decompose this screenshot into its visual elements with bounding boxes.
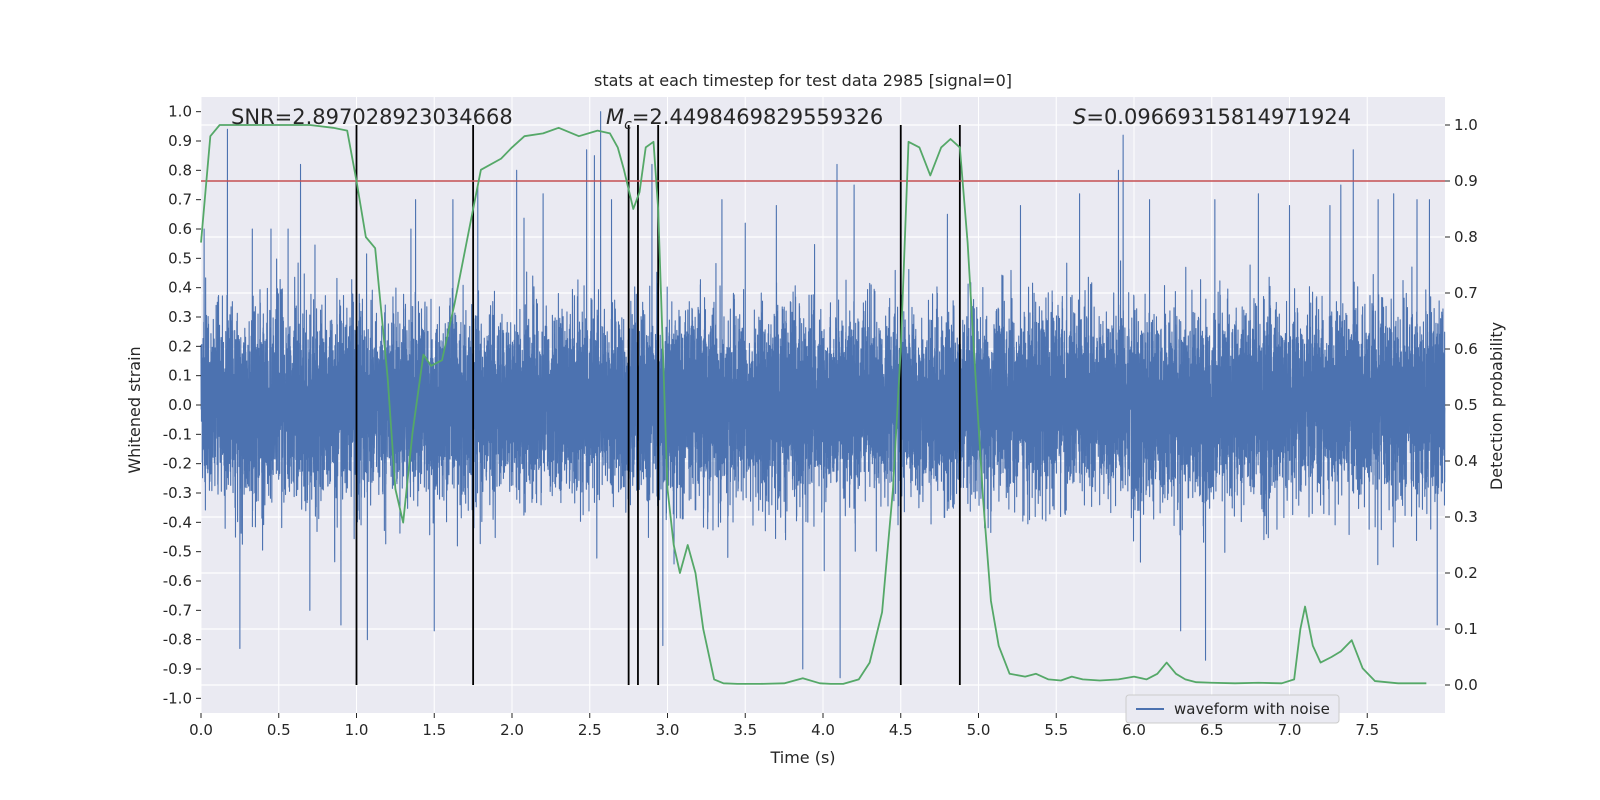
x-tick-label: 0.0 xyxy=(189,721,213,739)
x-tick-label: 0.5 xyxy=(267,721,291,739)
y-left-tick-label: -1.0 xyxy=(163,689,192,707)
y-left-tick-label: 0.4 xyxy=(168,279,192,297)
y-right-tick-label: 0.4 xyxy=(1454,452,1478,470)
y-right-tick-label: 0.7 xyxy=(1454,284,1478,302)
legend: waveform with noise xyxy=(1125,694,1340,724)
annotation-chirp-mass: Mc=2.4498469829559326 xyxy=(606,105,883,133)
y-left-tick-label: 0.6 xyxy=(168,220,192,238)
legend-box xyxy=(1125,694,1340,724)
y-left-tick-label: 0.0 xyxy=(168,396,192,414)
axes: 0.0 0.5 1.0 1.5 2.0 2.5 3.0 3.5 4.0 4.5 5.0 5.5 6.0 6… xyxy=(163,103,1478,739)
y-left-tick-label: -0.9 xyxy=(163,660,192,678)
legend-entry-waveform: waveform with noise xyxy=(1174,700,1330,718)
x-tick-label: 3.0 xyxy=(656,721,680,739)
annotation-s: S=0.09669315814971924 xyxy=(1073,105,1351,129)
x-tick-label: 4.5 xyxy=(889,721,913,739)
annotation-snr: SNR=2.897028923034668 xyxy=(231,105,513,129)
y-left-tick-label: 0.5 xyxy=(168,249,192,267)
y-left-tick-label: -0.5 xyxy=(163,543,192,561)
y-left-tick-label: 1.0 xyxy=(168,103,192,121)
y-right-tick-label: 0.5 xyxy=(1454,396,1478,414)
y-left-tick-label: -0.1 xyxy=(163,425,192,443)
annotation-s-symbol: S xyxy=(1073,105,1086,129)
x-tick-label: 7.0 xyxy=(1278,721,1302,739)
x-tick-label: 7.5 xyxy=(1355,721,1379,739)
probability-line xyxy=(200,124,1427,685)
x-tick-label: 2.0 xyxy=(500,721,524,739)
y-right-tick-label: 1.0 xyxy=(1454,116,1478,134)
y-right-tick-label: 0.6 xyxy=(1454,340,1478,358)
y-left-tick-label: -0.7 xyxy=(163,601,192,619)
y-left-tick-label: -0.3 xyxy=(163,484,192,502)
y-left-tick-label: -0.6 xyxy=(163,572,192,590)
waveform-line xyxy=(200,111,1446,679)
x-tick-label: 2.5 xyxy=(578,721,602,739)
y-right-tick-label: 0.0 xyxy=(1454,676,1478,694)
annotation-s-value: =0.09669315814971924 xyxy=(1086,105,1351,129)
x-tick-label: 1.5 xyxy=(422,721,446,739)
x-tick-label: 4.0 xyxy=(811,721,835,739)
y-left-tick-label: 0.8 xyxy=(168,161,192,179)
x-tick-label: 5.5 xyxy=(1044,721,1068,739)
waveform-series xyxy=(200,111,1446,679)
y-right-tick-label: 0.3 xyxy=(1454,508,1478,526)
x-tick-label: 3.5 xyxy=(733,721,757,739)
y-axis-label-right: Detection probability xyxy=(1487,322,1506,490)
x-tick-label: 5.0 xyxy=(967,721,991,739)
vertical-markers xyxy=(355,125,961,685)
y-left-tick-label: 0.3 xyxy=(168,308,192,326)
y-left-tick-label: 0.2 xyxy=(168,337,192,355)
y-right-tick-label: 0.8 xyxy=(1454,228,1478,246)
annotation-mc-sub: c xyxy=(624,117,632,133)
y-right-tick-label: 0.2 xyxy=(1454,564,1478,582)
y-left-tick-label: 0.9 xyxy=(168,132,192,150)
x-axis-label: Time (s) xyxy=(769,748,835,767)
y-right-tick-label: 0.9 xyxy=(1454,172,1478,190)
y-axis-label-left: Whitened strain xyxy=(125,346,144,473)
annotation-mc-value: =2.4498469829559326 xyxy=(632,105,883,129)
y-left-tick-label: 0.7 xyxy=(168,191,192,209)
y-left-tick-label: -0.2 xyxy=(163,455,192,473)
y-left-tick-label: 0.1 xyxy=(168,367,192,385)
chart-title: stats at each timestep for test data 298… xyxy=(594,71,1012,90)
x-tick-label: 6.0 xyxy=(1122,721,1146,739)
x-tick-label: 6.5 xyxy=(1200,721,1224,739)
y-left-tick-label: -0.4 xyxy=(163,513,192,531)
annotation-mc-symbol: M xyxy=(606,105,624,129)
y-right-tick-label: 0.1 xyxy=(1454,620,1478,638)
y-left-tick-label: -0.8 xyxy=(163,631,192,649)
x-tick-label: 1.0 xyxy=(345,721,369,739)
probability-series xyxy=(200,124,1445,685)
